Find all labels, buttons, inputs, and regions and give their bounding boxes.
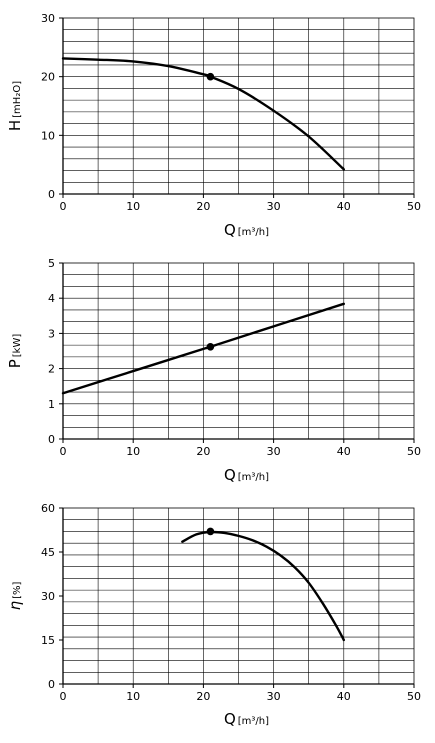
power-x-axis-label: Q [m³/h] [224,466,269,484]
power-x-tick-label: 30 [267,445,281,458]
head-x-tick-label: 10 [126,200,140,213]
efficiency-duty-point [206,527,215,536]
head-y-tick-label: 30 [41,12,55,25]
efficiency-x-axis-unit: [m³/h] [238,716,269,727]
head-x-tick-label: 30 [267,200,281,213]
head-y-tick-label: 20 [41,71,55,84]
efficiency-x-axis-label: Q [m³/h] [224,710,269,728]
power-x-tick-label: 50 [407,445,421,458]
power-y-tick-label: 4 [48,292,55,305]
power-y-tick-label: 5 [48,257,55,270]
head-y-axis-symbol: H [6,120,24,131]
power-chart: 0 10 20 30 40 50 0 1 2 3 4 5 P[kW] Q [m³/h] [6,257,421,484]
head-x-tick-label: 50 [407,200,421,213]
efficiency-y-axis-label: η [%] [6,581,24,610]
head-duty-point [206,72,215,81]
power-duty-point [206,342,215,351]
power-x-tick-label: 20 [196,445,210,458]
efficiency-y-axis-symbol: η [6,600,24,610]
efficiency-y-tick-label: 0 [48,678,55,691]
head-x-tick-label: 40 [337,200,351,213]
efficiency-x-tick-label: 30 [267,690,281,703]
power-x-axis-symbol: Q [224,466,236,484]
power-x-axis-unit: [m³/h] [238,472,269,483]
head-y-axis-label: H [mH₂O] [6,81,24,131]
efficiency-y-tick-label: 45 [41,546,55,559]
power-x-tick-label: 40 [337,445,351,458]
efficiency-x-tick-label: 20 [196,690,210,703]
power-y-tick-label: 3 [48,327,55,340]
efficiency-x-tick-label: 40 [337,690,351,703]
efficiency-y-tick-label: 60 [41,502,55,515]
power-x-tick-label: 0 [60,445,67,458]
head-x-axis-label: Q [m³/h] [224,221,269,239]
efficiency-x-axis-symbol: Q [224,710,236,728]
head-x-axis-unit: [m³/h] [238,227,269,238]
efficiency-x-tick-label: 0 [60,690,67,703]
power-y-tick-label: 0 [48,433,55,446]
efficiency-y-axis-unit: [%] [12,581,23,598]
efficiency-x-tick-label: 50 [407,690,421,703]
power-y-axis-symbol: P [6,359,24,368]
head-x-tick-label: 20 [196,200,210,213]
head-y-tick-label: 0 [48,188,55,201]
head-y-axis-unit: [mH₂O] [12,81,23,118]
head-x-tick-label: 0 [60,200,67,213]
power-x-tick-label: 10 [126,445,140,458]
efficiency-curve [181,530,345,642]
power-y-axis-label: P[kW] [6,334,24,369]
efficiency-y-tick-label: 15 [41,634,55,647]
head-y-tick-label: 10 [41,129,55,142]
power-y-tick-label: 2 [48,363,55,376]
efficiency-y-tick-label: 30 [41,590,55,603]
head-x-axis-symbol: Q [224,221,236,239]
efficiency-x-tick-label: 10 [126,690,140,703]
power-y-axis-unit: [kW] [12,334,23,358]
power-y-tick-label: 1 [48,398,55,411]
efficiency-chart: 0 10 20 30 40 50 0 15 30 45 60 η [%] Q [m³/h] [6,502,421,728]
head-chart: 0 10 20 30 40 50 0 10 20 30 H [mH₂O] Q [m³/h] [6,12,421,239]
